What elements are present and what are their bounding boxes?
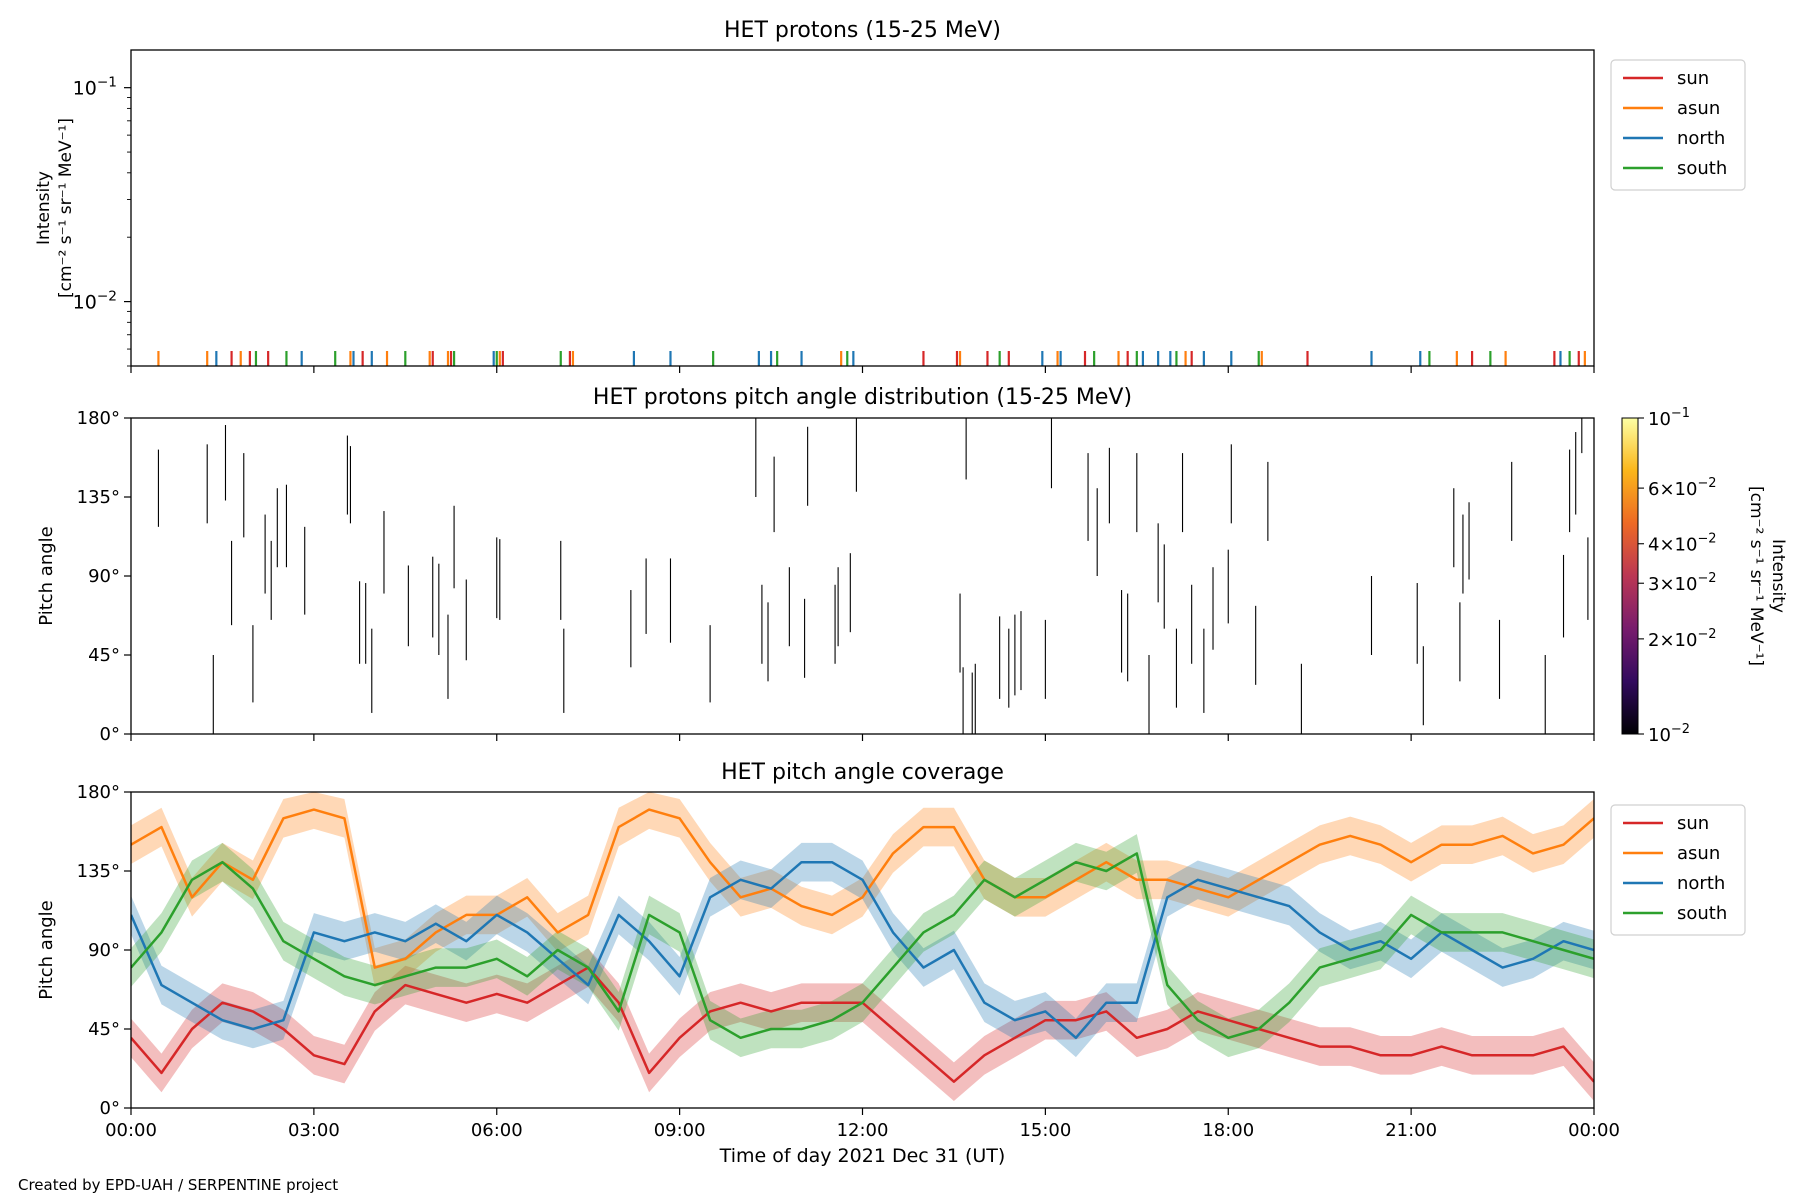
x-tick-label: 09:00 [654, 1120, 706, 1141]
coverage-xlabel: Time of day 2021 Dec 31 (UT) [719, 1145, 1006, 1167]
intensity-legend-label: sun [1677, 68, 1709, 89]
intensity-ylabel-line1: Intensity [34, 171, 54, 245]
y-tick-label: 0° [100, 1098, 120, 1119]
y-tick-label: 180° [77, 408, 120, 429]
x-tick-label: 03:00 [288, 1120, 340, 1141]
panel-pad-title: HET protons pitch angle distribution (15… [593, 385, 1132, 410]
colorbar-bar [1621, 417, 1639, 735]
x-tick-label: 18:00 [1202, 1120, 1254, 1141]
coverage-legend-label: asun [1677, 843, 1720, 864]
intensity-legend-box [1610, 59, 1746, 191]
intensity-spikes [157, 351, 1586, 366]
intensity-ylabel-line2: [cm⁻² s⁻¹ sr⁻¹ MeV⁻¹] [56, 118, 76, 298]
colorbar: 10−1 6×10−2 4×10−2 3×10−2 2×10−2 10−2 Intensi… [1621, 406, 1788, 746]
colorbar-tick-label: 6×10−2 [1648, 476, 1717, 500]
intensity-legend-label: asun [1677, 98, 1720, 119]
coverage-line-asun [131, 808, 1594, 969]
footer-credit: Created by EPD-UAH / SERPENTINE project [18, 1176, 339, 1194]
y-tick-label: 135° [77, 861, 120, 882]
intensity-y-axis: 10−1 10−2 [73, 75, 131, 367]
panel-intensity: HET protons (15-25 MeV) 10−1 10−2 Intensi… [34, 18, 1746, 373]
intensity-legend: sun asun north south [1610, 59, 1746, 191]
colorbar-tick-label: 3×10−2 [1648, 571, 1717, 595]
coverage-ylabel: Pitch angle [36, 900, 57, 999]
x-tick-label: 00:00 [105, 1120, 157, 1141]
coverage-legend: sun asun north south [1610, 804, 1746, 936]
panel-coverage-frame [130, 791, 1595, 1109]
coverage-legend-label: north [1677, 873, 1725, 894]
colorbar-label-line2: [cm⁻² s⁻¹ sr⁻¹ MeV⁻¹] [1746, 486, 1766, 666]
colorbar-tick-label: 10−2 [1648, 722, 1690, 746]
coverage-line-north [131, 860, 1594, 1040]
coverage-legend-box [1610, 804, 1746, 936]
intensity-legend-label: north [1677, 128, 1725, 149]
panel-pad-frame [130, 417, 1595, 735]
y-tick-label: 90° [88, 566, 120, 587]
coverage-y-axis: 0° 45° 90° 135° 180° [77, 782, 131, 1119]
coverage-band-sun [131, 948, 1594, 1101]
y-tick-label: 135° [77, 487, 120, 508]
coverage-x-axis: 00:00 03:00 06:00 09:00 12:00 15:00 18:00 21:00… [105, 1108, 1620, 1141]
intensity-legend-label: south [1677, 158, 1727, 179]
pad-y-axis: 0° 45° 90° 135° 180° [77, 408, 131, 745]
x-tick-label: 06:00 [471, 1120, 523, 1141]
y-tick-label: 45° [88, 1019, 120, 1040]
colorbar-ticks: 10−1 6×10−2 4×10−2 3×10−2 2×10−2 10−2 [1638, 406, 1717, 746]
x-tick-label: 21:00 [1385, 1120, 1437, 1141]
x-tick-label: 12:00 [837, 1120, 889, 1141]
pad-ylabel: Pitch angle [36, 526, 57, 625]
panel-coverage-title: HET pitch angle coverage [721, 760, 1004, 785]
pad-segments [157, 418, 1589, 734]
y-tick-label: 180° [77, 782, 120, 803]
coverage-series [131, 792, 1594, 1101]
y-tick-label: 90° [88, 940, 120, 961]
coverage-legend-label: sun [1677, 813, 1709, 834]
colorbar-tick-label: 2×10−2 [1648, 627, 1717, 651]
panel-intensity-frame [130, 49, 1595, 367]
colorbar-tick-label: 4×10−2 [1648, 532, 1717, 556]
x-tick-label: 00:00 [1568, 1120, 1620, 1141]
intensity-ylabel: Intensity [cm⁻² s⁻¹ sr⁻¹ MeV⁻¹] [34, 118, 76, 298]
panel-pad: HET protons pitch angle distribution (15… [36, 385, 1788, 746]
panel-intensity-title: HET protons (15-25 MeV) [724, 18, 1001, 43]
coverage-band-asun [131, 792, 1594, 987]
y-tick-label: 10−2 [73, 289, 117, 314]
coverage-line-south [131, 852, 1594, 1040]
coverage-band-south [131, 834, 1594, 1058]
y-tick-label: 45° [88, 645, 120, 666]
colorbar-label-line1: Intensity [1768, 539, 1788, 613]
x-tick-label: 15:00 [1019, 1120, 1071, 1141]
intensity-x-ticks [130, 366, 1595, 373]
pad-x-ticks [130, 734, 1595, 741]
coverage-legend-label: south [1677, 903, 1727, 924]
colorbar-label: Intensity [cm⁻² s⁻¹ sr⁻¹ MeV⁻¹] [1746, 486, 1788, 666]
y-tick-label: 0° [100, 724, 120, 745]
y-tick-label: 10−1 [73, 75, 117, 100]
panel-coverage: HET pitch angle coverage 0° 45° 90° 135° 180… [36, 760, 1746, 1167]
colorbar-tick-label: 10−1 [1648, 406, 1690, 430]
